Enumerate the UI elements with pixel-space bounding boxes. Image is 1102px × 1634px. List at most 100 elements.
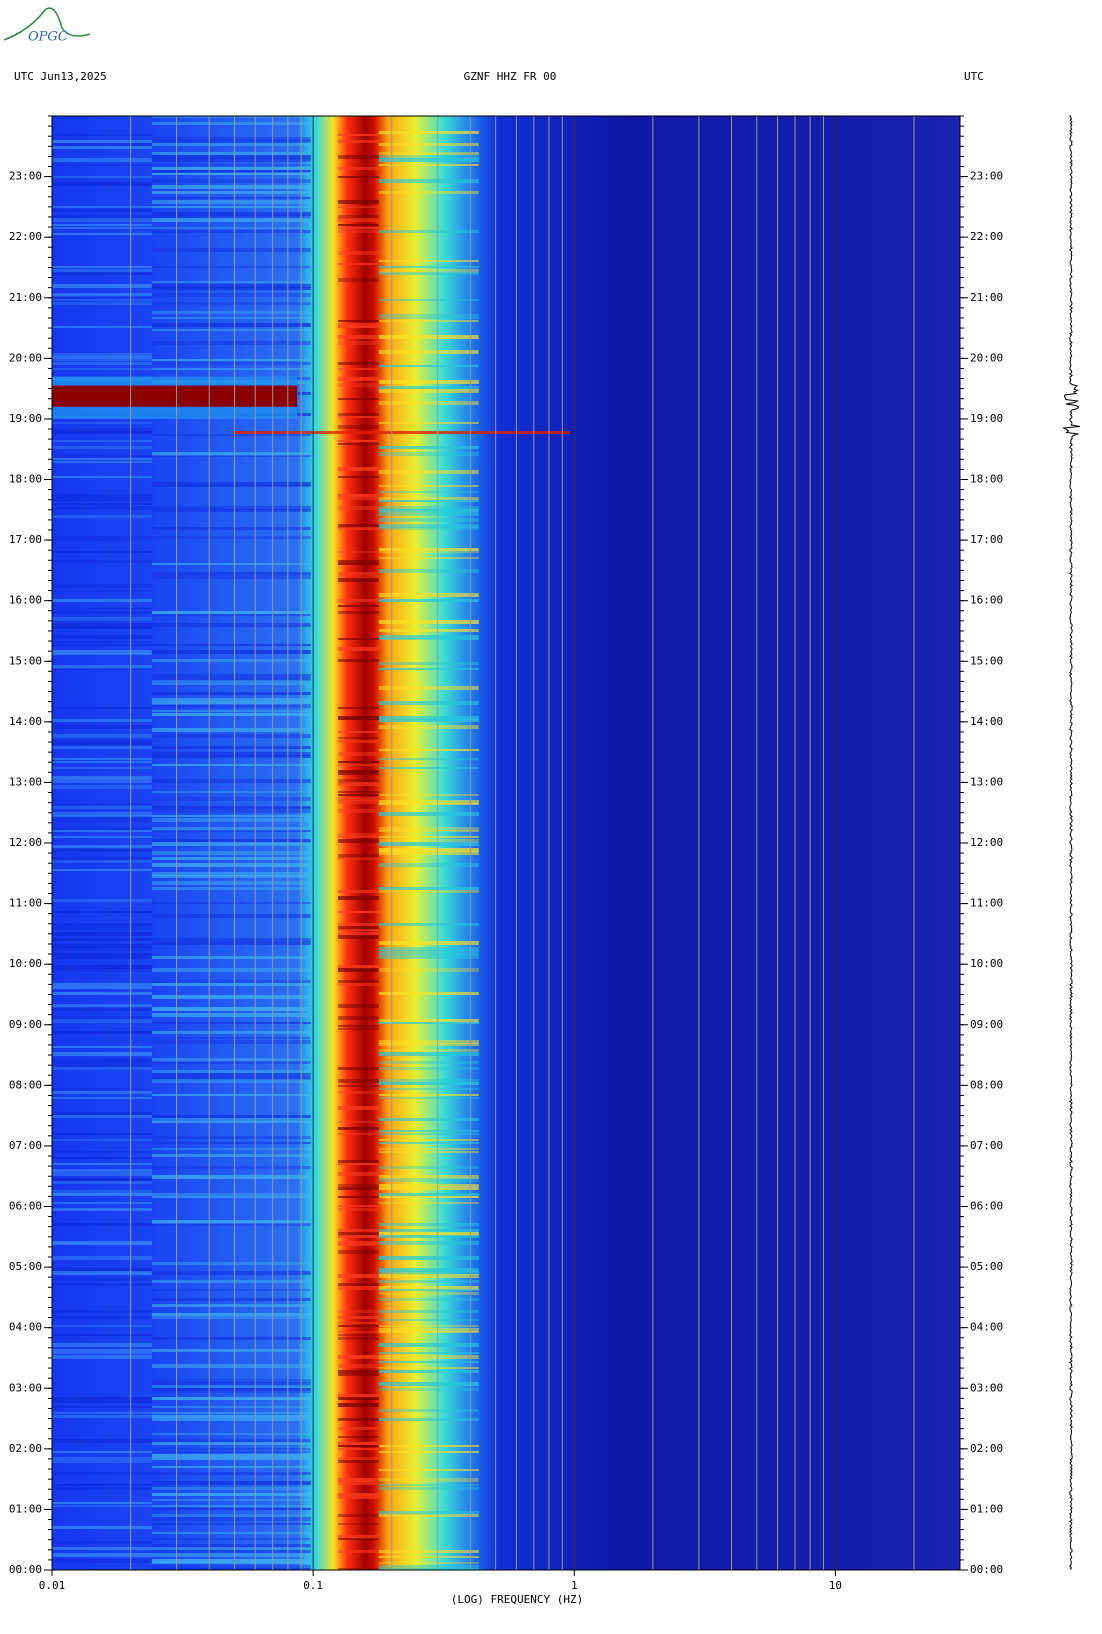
texture-streak xyxy=(378,662,479,665)
texture-streak xyxy=(338,425,379,429)
texture-streak xyxy=(151,1289,311,1291)
texture-streak xyxy=(338,854,379,858)
texture-streak xyxy=(338,1460,379,1463)
logo-mark xyxy=(3,7,91,41)
texture-streak xyxy=(52,356,152,359)
texture-streak xyxy=(338,224,379,226)
texture-streak xyxy=(52,140,152,143)
texture-streak xyxy=(378,1148,479,1150)
texture-streak xyxy=(52,767,152,769)
texture-streak xyxy=(151,455,311,457)
texture-streak xyxy=(378,1040,479,1044)
texture-streak xyxy=(378,1352,479,1354)
texture-streak xyxy=(151,143,311,146)
texture-streak xyxy=(151,1517,311,1521)
texture-streak xyxy=(52,623,152,627)
y-tick-label-right: 10:00 xyxy=(970,957,1003,970)
texture-streak xyxy=(338,155,379,159)
texture-streak xyxy=(151,227,311,229)
texture-streak xyxy=(378,1187,479,1190)
x-tick-label: 0.01 xyxy=(39,1579,66,1592)
texture-streak xyxy=(52,725,152,729)
texture-streak xyxy=(151,1115,311,1118)
y-tick-label: 15:00 xyxy=(9,654,42,667)
texture-streak xyxy=(338,134,379,136)
texture-streak xyxy=(52,650,152,654)
texture-streak xyxy=(338,572,379,575)
texture-streak xyxy=(338,1163,379,1165)
texture-streak xyxy=(52,1457,152,1460)
texture-streak xyxy=(378,470,479,474)
texture-streak xyxy=(52,644,152,646)
texture-streak xyxy=(338,791,379,793)
texture-streak xyxy=(52,233,152,235)
texture-streak xyxy=(151,1547,311,1550)
texture-streak xyxy=(151,1313,311,1316)
texture-streak xyxy=(338,1331,379,1333)
texture-streak xyxy=(378,923,479,926)
texture-streak xyxy=(378,1184,479,1187)
texture-streak xyxy=(151,185,311,189)
texture-streak xyxy=(52,956,152,959)
texture-streak xyxy=(151,827,311,831)
texture-streak xyxy=(52,992,152,995)
texture-streak xyxy=(338,731,379,733)
y-tick-label-right: 04:00 xyxy=(970,1321,1003,1334)
right-label: UTC xyxy=(964,70,984,83)
texture-streak xyxy=(52,845,152,849)
texture-streak xyxy=(338,413,379,416)
texture-streak xyxy=(52,1310,152,1313)
texture-streak xyxy=(52,1064,152,1067)
texture-streak xyxy=(151,779,311,783)
date-label: UTC Jun13,2025 xyxy=(14,70,107,83)
texture-streak xyxy=(338,440,379,442)
texture-streak xyxy=(151,692,311,695)
texture-streak xyxy=(151,623,311,627)
texture-streak xyxy=(151,191,311,194)
texture-streak xyxy=(378,1241,479,1245)
texture-streak xyxy=(151,698,311,701)
texture-streak xyxy=(52,1349,152,1352)
texture-streak xyxy=(378,272,479,275)
texture-streak xyxy=(151,1565,311,1569)
texture-streak xyxy=(151,1448,311,1450)
texture-streak xyxy=(338,638,379,640)
texture-streak xyxy=(151,797,311,801)
texture-streak xyxy=(151,1040,311,1044)
texture-streak xyxy=(151,1544,311,1548)
texture-streak xyxy=(378,1478,479,1482)
texture-streak xyxy=(52,1088,152,1090)
texture-streak xyxy=(338,575,379,579)
texture-streak xyxy=(52,461,152,463)
texture-streak xyxy=(378,1130,479,1132)
texture-streak xyxy=(378,1445,479,1447)
y-tick-label: 22:00 xyxy=(9,230,42,243)
texture-streak xyxy=(52,515,152,518)
texture-streak xyxy=(378,266,479,268)
y-tick-label-right: 16:00 xyxy=(970,594,1003,607)
texture-streak xyxy=(378,836,479,838)
texture-streak xyxy=(52,1202,152,1204)
texture-streak xyxy=(151,563,311,565)
texture-streak xyxy=(151,995,311,999)
texture-streak xyxy=(338,797,379,801)
texture-streak xyxy=(52,536,152,539)
texture-streak xyxy=(52,1046,152,1048)
texture-streak xyxy=(378,599,479,602)
texture-streak xyxy=(151,122,311,125)
texture-streak xyxy=(378,380,479,384)
texture-streak xyxy=(378,803,479,805)
texture-streak xyxy=(378,1193,479,1196)
texture-streak xyxy=(52,284,152,288)
texture-streak xyxy=(378,485,479,487)
texture-streak xyxy=(151,1121,311,1123)
texture-streak xyxy=(338,1067,379,1070)
y-tick-label: 19:00 xyxy=(9,412,42,425)
texture-streak xyxy=(151,809,311,813)
texture-streak xyxy=(151,611,311,614)
texture-streak xyxy=(338,1325,379,1327)
texture-streak xyxy=(52,1277,152,1281)
texture-streak xyxy=(151,1433,311,1435)
texture-streak xyxy=(378,1232,479,1236)
texture-streak xyxy=(151,956,311,959)
